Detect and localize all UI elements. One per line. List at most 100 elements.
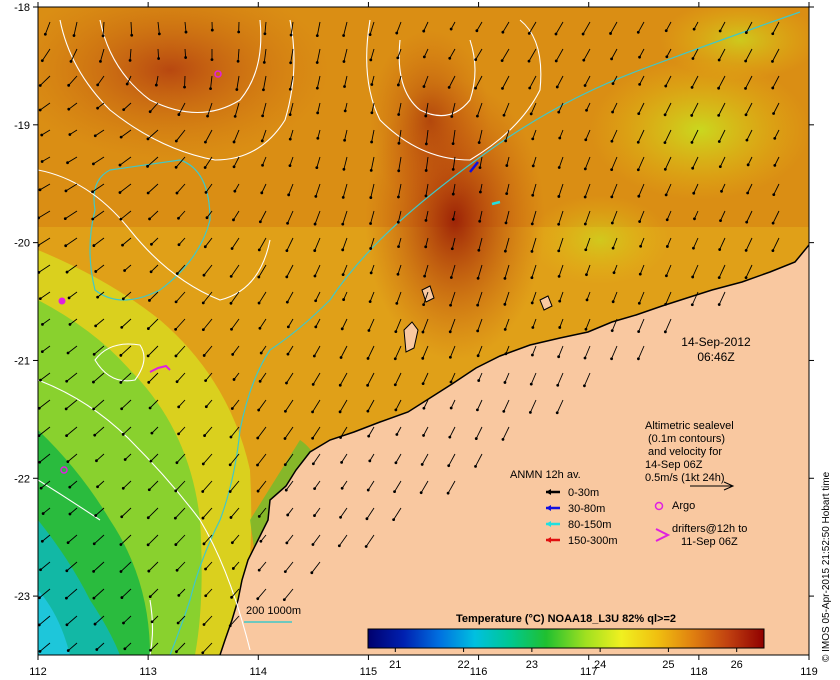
legend-item-0-30: 0-30m (546, 487, 599, 499)
velocity-arrow (150, 264, 159, 273)
velocity-arrow (202, 507, 213, 519)
velocity-arrow-head (202, 273, 206, 277)
velocity-arrow (66, 426, 78, 436)
velocity-arrow-head (637, 301, 641, 305)
velocity-arrow-head (636, 140, 640, 144)
velocity-arrow-head (771, 32, 775, 36)
velocity-arrow (178, 237, 186, 245)
velocity-arrow (261, 183, 267, 194)
colorbar-tick-label: 25 (662, 659, 674, 671)
velocity-arrow-head (258, 220, 262, 224)
velocity-arrow (692, 264, 699, 278)
velocity-arrow-head (449, 380, 453, 384)
velocity-arrow-head (692, 191, 696, 195)
velocity-arrow (65, 399, 78, 410)
velocity-arrow (148, 561, 159, 572)
velocity-arrow-head (504, 352, 508, 356)
velocity-arrow (398, 156, 402, 171)
velocity-arrow (151, 237, 159, 245)
velocity-arrow (502, 426, 510, 440)
velocity-arrow (611, 156, 618, 170)
velocity-arrow (120, 561, 132, 572)
velocity-arrow (366, 507, 375, 519)
velocity-arrow (558, 345, 564, 357)
velocity-arrow (559, 129, 564, 139)
velocity-arrow (231, 588, 240, 598)
svg-text:Argo: Argo (672, 500, 695, 512)
velocity-arrow-head (717, 58, 721, 62)
svg-text:200 1000m: 200 1000m (246, 605, 301, 617)
velocity-arrow (67, 642, 78, 651)
velocity-arrow-head (94, 324, 98, 328)
velocity-arrow (204, 156, 213, 168)
velocity-arrow (531, 345, 537, 356)
velocity-arrow-head (502, 113, 506, 117)
velocity-arrow-head (530, 250, 534, 253)
velocity-arrow-head (257, 301, 261, 305)
velocity-arrow (502, 21, 510, 33)
velocity-arrow-head (288, 164, 292, 168)
velocity-arrow (611, 318, 618, 331)
velocity-arrow (586, 264, 591, 275)
velocity-arrow (233, 561, 240, 569)
velocity-arrow-head (230, 541, 234, 545)
velocity-arrow (122, 426, 132, 435)
velocity-arrow-head (101, 34, 105, 38)
velocity-arrow-head (41, 322, 44, 326)
velocity-arrow-head (148, 595, 152, 599)
velocity-arrow-head (230, 247, 234, 250)
velocity-arrow (232, 345, 240, 355)
colorbar-tick-label: 22 (457, 659, 469, 671)
velocity-arrow (175, 480, 186, 492)
velocity-arrow-head (557, 195, 561, 198)
velocity-arrow-head (720, 189, 723, 193)
velocity-arrow (745, 102, 753, 115)
velocity-arrow (370, 48, 375, 60)
velocity-arrow-head (66, 161, 69, 165)
velocity-arrow (583, 48, 591, 61)
velocity-arrow (397, 75, 402, 86)
velocity-arrow-head (175, 380, 179, 384)
velocity-arrow-head (397, 195, 400, 199)
velocity-arrow-head (474, 437, 478, 440)
velocity-arrow-head (313, 249, 317, 252)
velocity-arrow (175, 129, 186, 142)
velocity-arrow-head (396, 56, 400, 60)
velocity-arrow (371, 129, 375, 143)
velocity-arrow-head (503, 249, 507, 253)
lon-tick-label: 119 (800, 666, 818, 678)
velocity-arrow (120, 534, 132, 545)
drifter-glyph (655, 528, 671, 542)
velocity-arrow-head (337, 544, 341, 548)
velocity-arrow-head (148, 299, 151, 302)
velocity-arrow-head (501, 438, 505, 441)
velocity-arrow (691, 129, 699, 143)
velocity-arrow (122, 237, 132, 246)
velocity-arrow-head (203, 245, 207, 249)
velocity-arrow (393, 507, 402, 520)
velocity-arrow-head (122, 621, 125, 625)
velocity-arrow-head (285, 381, 288, 385)
velocity-arrow (423, 75, 429, 87)
velocity-arrow (528, 48, 537, 62)
velocity-arrow-head (146, 327, 150, 330)
velocity-arrow-head (314, 325, 318, 329)
velocity-arrow-head (94, 270, 98, 273)
velocity-arrow (638, 291, 645, 304)
velocity-arrow-head (121, 297, 125, 301)
scale-arrow-head (723, 481, 735, 491)
velocity-arrow (476, 102, 483, 117)
velocity-arrow (69, 318, 78, 325)
velocity-arrow-head (746, 163, 750, 167)
velocity-arrow-head (367, 329, 371, 332)
colorbar-tick-label: 23 (526, 659, 538, 671)
velocity-arrow-head (612, 271, 616, 275)
velocity-arrow-head (422, 303, 426, 307)
velocity-arrow-head (557, 249, 561, 253)
velocity-arrow (315, 291, 321, 301)
velocity-arrow-head (175, 461, 179, 465)
velocity-arrow (343, 48, 348, 62)
velocity-arrow-head (96, 295, 100, 299)
velocity-arrow-head (174, 543, 178, 546)
velocity-arrow (666, 237, 672, 247)
